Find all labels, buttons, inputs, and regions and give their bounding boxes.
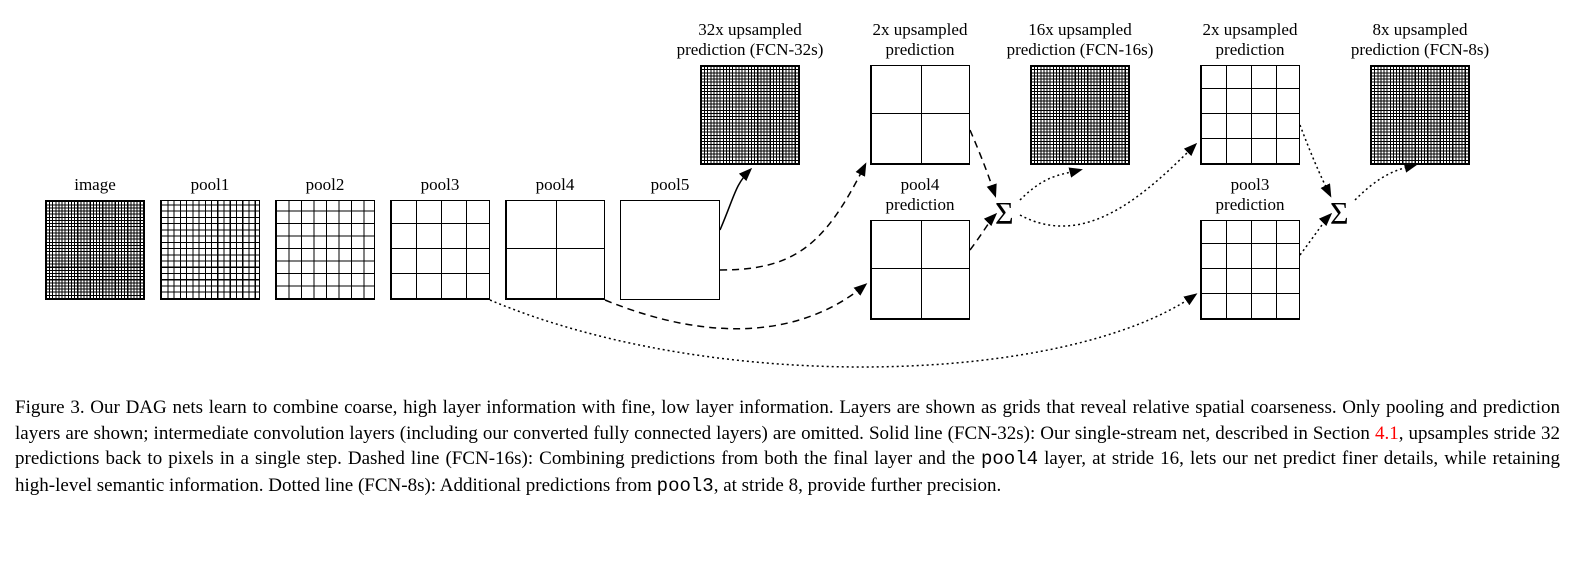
arrow-dotted-9 <box>1300 215 1330 255</box>
label-up2x_1: 2x upsampled prediction <box>830 20 1010 65</box>
node-fcn16s <box>1030 65 1130 165</box>
node-pool2 <box>275 200 375 300</box>
label-pool4pred: pool4 prediction <box>830 175 1010 220</box>
label-fcn16s: 16x upsampled prediction (FCN-16s) <box>990 20 1170 65</box>
grid-box-pool4 <box>505 200 605 300</box>
caption-text-1: Our DAG nets learn to combine coarse, hi… <box>15 397 1560 444</box>
node-fcn8s <box>1370 65 1470 165</box>
grid-box-pool4pred <box>870 220 970 320</box>
node-image <box>45 200 145 300</box>
fcn-architecture-diagram: imagepool1pool2pool3pool4pool532x upsamp… <box>15 15 1560 385</box>
grid-box-pool3pred <box>1200 220 1300 320</box>
arrow-dotted-7 <box>490 295 1195 367</box>
node-pool3 <box>390 200 490 300</box>
grid-box-fcn16s <box>1030 65 1130 165</box>
caption-prefix: Figure 3. <box>15 397 85 418</box>
grid-box-pool2 <box>275 200 375 300</box>
label-fcn32s: 32x upsampled prediction (FCN-32s) <box>660 20 840 65</box>
pool4-mono: pool4 <box>981 448 1038 470</box>
sigma1: Σ <box>995 195 1014 232</box>
label-fcn8s: 8x upsampled prediction (FCN-8s) <box>1330 20 1510 65</box>
arrow-dotted-10 <box>1355 165 1415 200</box>
arrow-dotted-5 <box>1020 170 1080 200</box>
grid-box-pool1 <box>160 200 260 300</box>
grid-box-image <box>45 200 145 300</box>
grid-box-fcn8s <box>1370 65 1470 165</box>
node-up2x_2 <box>1200 65 1300 165</box>
label-pool5: pool5 <box>580 175 760 199</box>
node-up2x_1 <box>870 65 970 165</box>
grid-box-pool3 <box>390 200 490 300</box>
figure-caption: Figure 3. Our DAG nets learn to combine … <box>15 395 1560 500</box>
node-fcn32s <box>700 65 800 165</box>
section-ref: 4.1 <box>1375 423 1399 444</box>
grid-box-fcn32s <box>700 65 800 165</box>
grid-box-pool5 <box>620 200 720 300</box>
node-pool4 <box>505 200 605 300</box>
grid-box-up2x_2 <box>1200 65 1300 165</box>
node-pool4pred <box>870 220 970 320</box>
node-pool1 <box>160 200 260 300</box>
arrow-dashed-4 <box>970 215 995 250</box>
label-up2x_2: 2x upsampled prediction <box>1160 20 1340 65</box>
grid-box-up2x_1 <box>870 65 970 165</box>
label-pool3pred: pool3 prediction <box>1160 175 1340 220</box>
node-pool5 <box>620 200 720 300</box>
pool3-mono: pool3 <box>657 475 714 497</box>
node-pool3pred <box>1200 220 1300 320</box>
caption-text-4: , at stride 8, provide further precision… <box>714 475 1002 496</box>
sigma2: Σ <box>1330 195 1349 232</box>
